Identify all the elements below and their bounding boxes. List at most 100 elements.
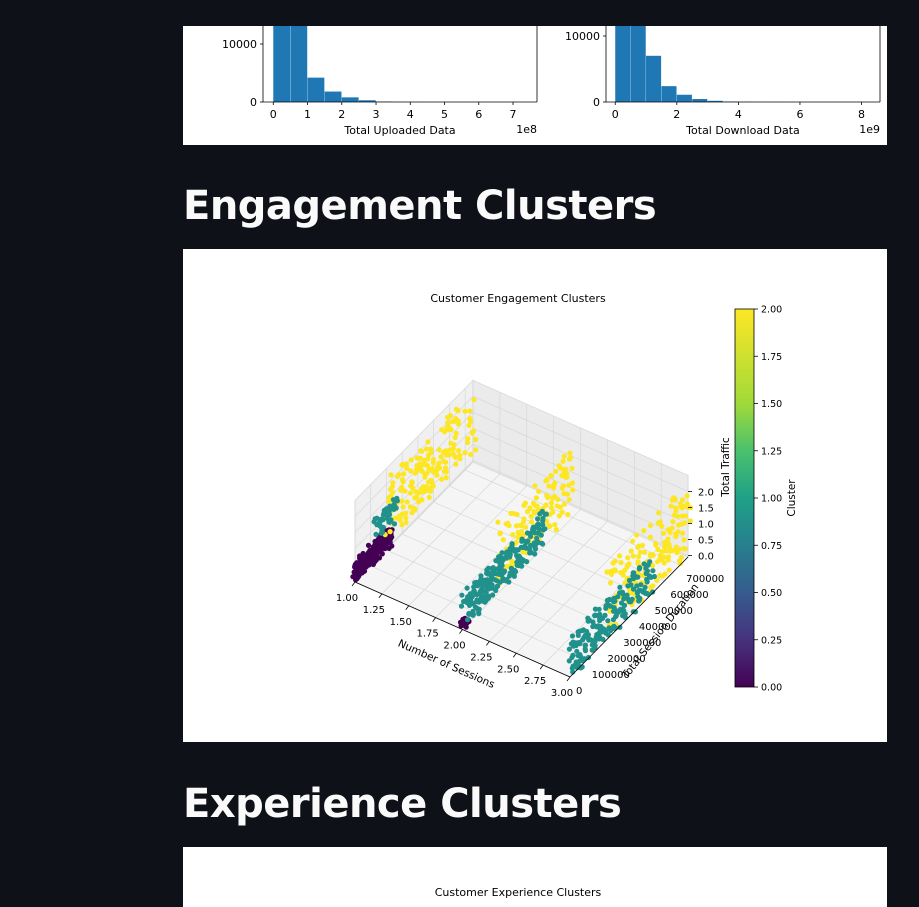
x-tick-label: 6 (796, 108, 803, 121)
scatter-point (409, 457, 414, 462)
scatter-point (373, 532, 378, 537)
scatter-point (375, 543, 380, 548)
z-tick-label: 2.0 (698, 487, 714, 498)
scatter-point (535, 516, 540, 521)
scatter-point (561, 467, 566, 472)
x-tick (540, 665, 543, 669)
scatter-point (648, 575, 653, 580)
colorbar-tick-label: 0.25 (761, 635, 782, 646)
app-header (0, 0, 919, 26)
scatter-point (511, 547, 516, 552)
scatter-point (561, 483, 566, 488)
scatter-point (650, 589, 655, 594)
scatter-point (586, 619, 591, 624)
scatter-point (680, 514, 685, 519)
scatter-point (386, 495, 391, 500)
scatter-point (635, 589, 640, 594)
y-tick-label: 0 (250, 96, 257, 109)
histogram-bar (677, 95, 692, 102)
scatter-point (626, 561, 631, 566)
histogram-bar (308, 78, 325, 102)
scatter-point (567, 658, 572, 663)
scatter-point (495, 520, 500, 525)
scatter-point (427, 495, 432, 500)
scatter-point (675, 529, 680, 534)
scatter-point (608, 580, 613, 585)
colorbar-tick-label: 1.75 (761, 352, 782, 363)
scatter-point (661, 554, 666, 559)
histogram-bar (342, 97, 359, 102)
scatter-point (673, 505, 678, 510)
scatter-point (562, 454, 567, 459)
scatter-point (456, 448, 461, 453)
scatter-point (625, 555, 630, 560)
scatter-point (474, 599, 479, 604)
scatter-point (570, 466, 575, 471)
scatter-point (650, 568, 655, 573)
scatter-point (473, 437, 478, 442)
x-axis-label: Total Download Data (685, 124, 800, 137)
scatter-point (529, 550, 534, 555)
scatter-point (657, 573, 662, 578)
scatter-point (617, 585, 622, 590)
scatter-point (681, 537, 686, 542)
scatter-point (497, 531, 502, 536)
scatter-point (461, 599, 466, 604)
scatter-point (648, 523, 653, 528)
scatter-point (412, 495, 417, 500)
scatter-point (357, 569, 362, 574)
scatter-point (638, 582, 643, 587)
scatter-point (628, 599, 633, 604)
scatter-point (680, 531, 685, 536)
scatter-point (630, 573, 635, 578)
x-tick-label: 1.00 (336, 593, 358, 604)
colorbar-tick-label: 1.25 (761, 446, 782, 457)
scatter-point (553, 469, 558, 474)
scatter-point (653, 541, 658, 546)
scatter-point (521, 545, 526, 550)
scatter-point (396, 472, 401, 477)
scatter-point (539, 533, 544, 538)
scatter-point (490, 592, 495, 597)
scatter-point (512, 570, 517, 575)
scatter-point (425, 439, 430, 444)
scatter-point (661, 531, 666, 536)
scatter-point (545, 477, 550, 482)
scatter-point (462, 409, 467, 414)
scatter-point (510, 541, 515, 546)
experience-chart: Customer Experience Clusters (183, 847, 887, 907)
engagement-clusters-heading: Engagement Clusters (183, 183, 656, 229)
scatter-point (586, 655, 591, 660)
scatter-point (636, 598, 641, 603)
scatter-point (475, 583, 480, 588)
scatter-point (482, 578, 487, 583)
scatter-point (557, 463, 562, 468)
scatter-point (494, 578, 499, 583)
scatter-point (467, 593, 472, 598)
scatter-point (617, 553, 622, 558)
scatter-point (404, 466, 409, 471)
scatter-point (668, 530, 673, 535)
scatter-point (634, 533, 639, 538)
x-tick-label: 4 (735, 108, 742, 121)
scatter-point (680, 497, 685, 502)
scatter-point (444, 453, 449, 458)
scatter-point (611, 609, 616, 614)
scatter-point (465, 617, 470, 622)
scatter-point (535, 524, 540, 529)
scatter-point (495, 566, 500, 571)
scatter-point (454, 407, 459, 412)
scatter-point (673, 547, 678, 552)
scatter-point (392, 502, 397, 507)
scatter-point (540, 516, 545, 521)
scatter-point (540, 509, 545, 514)
colorbar-tick-label: 2.00 (761, 305, 782, 316)
scatter-point (490, 572, 495, 577)
scatter-point (666, 554, 671, 559)
scatter-point (546, 483, 551, 488)
scatter-point (667, 549, 672, 554)
colorbar-tick-label: 0.50 (761, 588, 782, 599)
scatter-point (549, 474, 554, 479)
scatter-point (543, 503, 548, 508)
scatter-point (380, 529, 385, 534)
